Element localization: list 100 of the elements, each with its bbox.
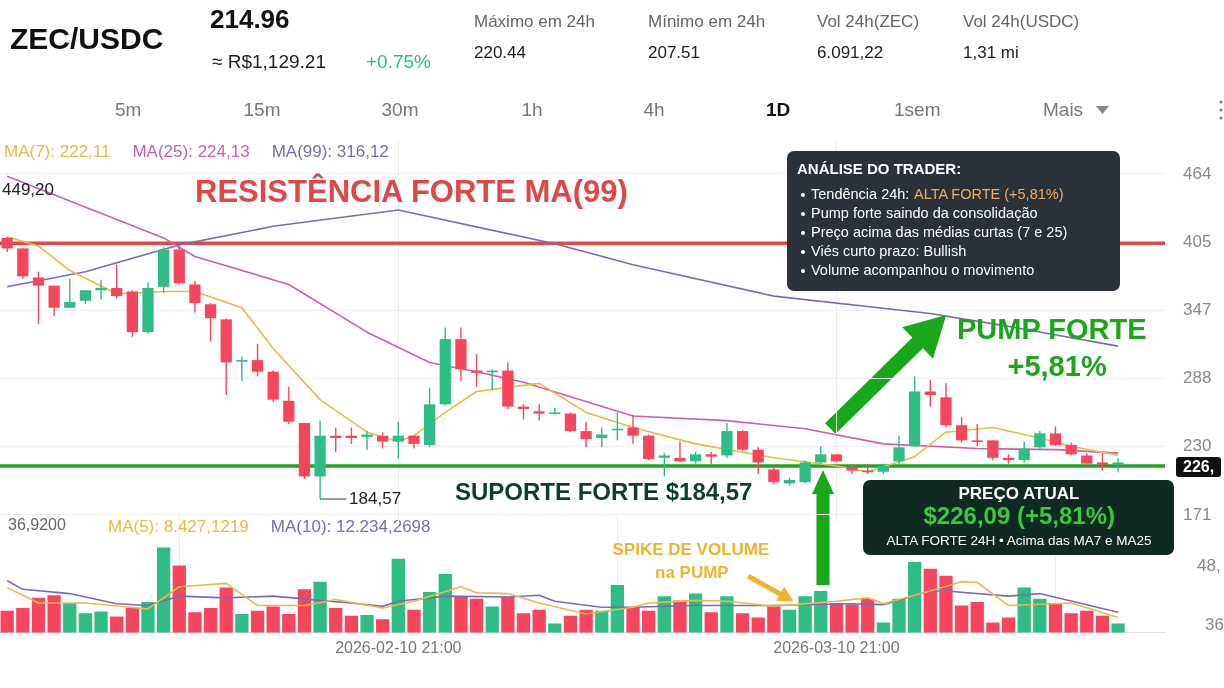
x-tick-label: 2026-02-10 21:00 (335, 638, 462, 656)
bar (767, 605, 781, 633)
bar (235, 614, 249, 633)
annotation: na PUMP (655, 563, 729, 583)
bar (970, 602, 984, 633)
bar (735, 613, 750, 633)
candlestick (1018, 440, 1030, 463)
bar (814, 591, 828, 633)
candlestick (564, 411, 577, 433)
candlestick (658, 452, 670, 477)
bar (376, 619, 390, 633)
text: Mais (1043, 99, 1084, 121)
candlestick (1034, 430, 1046, 451)
text: MA(99): 316,12 (271, 141, 389, 161)
bar (391, 558, 405, 633)
candlestick (799, 459, 811, 484)
candlestick (251, 342, 264, 377)
candlestick (924, 378, 936, 408)
bar (1080, 610, 1094, 633)
annotation: 36,9200 (8, 516, 66, 535)
text: 30m (381, 99, 419, 121)
bar (720, 596, 734, 633)
text: 1,31 mi (963, 43, 1019, 63)
text: 1D (766, 99, 791, 121)
bar (986, 622, 1000, 633)
bar (282, 614, 296, 633)
bar (532, 609, 546, 633)
bar (798, 596, 812, 633)
candlestick (236, 355, 248, 382)
text: MA(5): 8.427,1219 (108, 516, 249, 536)
y-tick-label: 288 (1183, 368, 1212, 388)
annotation: Pump forte saindo da consolidação (811, 205, 1038, 222)
candlestick (48, 284, 60, 317)
y-tick-label: 464 (1183, 163, 1212, 183)
bar (485, 606, 499, 633)
text: 6.091,22 (817, 43, 884, 63)
annotation: Volume acompanhou o movimento (811, 262, 1035, 279)
annotation: Preço acima das médias curtas (7 e 25) (811, 224, 1068, 241)
annotation: SPIKE DE VOLUME (612, 540, 770, 560)
bar (31, 597, 46, 633)
bar (219, 587, 233, 633)
text: 1sem (894, 99, 941, 121)
bar (125, 608, 139, 633)
bar (78, 613, 93, 633)
text: +0.75% (366, 51, 431, 73)
candlestick (893, 434, 905, 465)
candlestick (111, 263, 123, 299)
x-tick-label: 2026-03-10 21:00 (773, 638, 900, 656)
candlestick (361, 430, 373, 451)
text: ≈ R$1,129.21 (212, 51, 326, 73)
text: 4h (643, 99, 665, 121)
annotation: Tendência 24h: (811, 186, 910, 203)
candlestick (736, 429, 749, 452)
bar (908, 562, 922, 633)
bar (141, 602, 155, 633)
annotation: ANÁLISE DO TRADER: (797, 160, 962, 178)
bar (501, 597, 515, 633)
bar (845, 604, 859, 633)
bar (47, 595, 61, 633)
bar (156, 547, 171, 633)
bar (0, 610, 14, 633)
bar (454, 597, 468, 633)
bar (63, 602, 77, 633)
bar (407, 609, 421, 633)
bar (94, 611, 108, 633)
text: 48, (1197, 556, 1221, 576)
bar (626, 607, 640, 633)
candlestick (674, 440, 686, 463)
candlestick (627, 413, 639, 445)
candlestick (533, 403, 545, 422)
text: MA(25): 224,13 (132, 141, 250, 161)
bar (297, 589, 312, 633)
candlestick (1112, 456, 1124, 473)
candlestick (752, 446, 764, 475)
ref-line-label: RESISTÊNCIA FORTE MA(99) (195, 174, 628, 210)
text: Vol 24h(ZEC) (817, 12, 920, 32)
bar (548, 623, 562, 633)
bar (704, 612, 718, 633)
bar (923, 568, 937, 633)
text: 207.51 (648, 43, 700, 63)
bar (954, 605, 969, 633)
bar (469, 598, 484, 633)
bar (329, 608, 343, 633)
bar (110, 616, 124, 633)
bar (203, 608, 218, 633)
bar (1095, 615, 1110, 633)
annotation: 184,57 (349, 488, 402, 508)
candlestick (643, 433, 655, 461)
annotation: PREÇO ATUAL (958, 484, 1080, 504)
y-tick-label: 230 (1183, 435, 1212, 455)
bar (16, 608, 30, 633)
bar (688, 593, 703, 633)
bar (579, 609, 593, 633)
bar (313, 581, 327, 633)
text: 220.44 (474, 43, 526, 63)
bar (344, 615, 359, 633)
text: Mínimo em 24h (648, 12, 766, 32)
annotation: $226,09 (+5,81%) (923, 502, 1115, 530)
text: Vol 24h(USDC) (963, 12, 1080, 32)
bar (438, 573, 452, 633)
